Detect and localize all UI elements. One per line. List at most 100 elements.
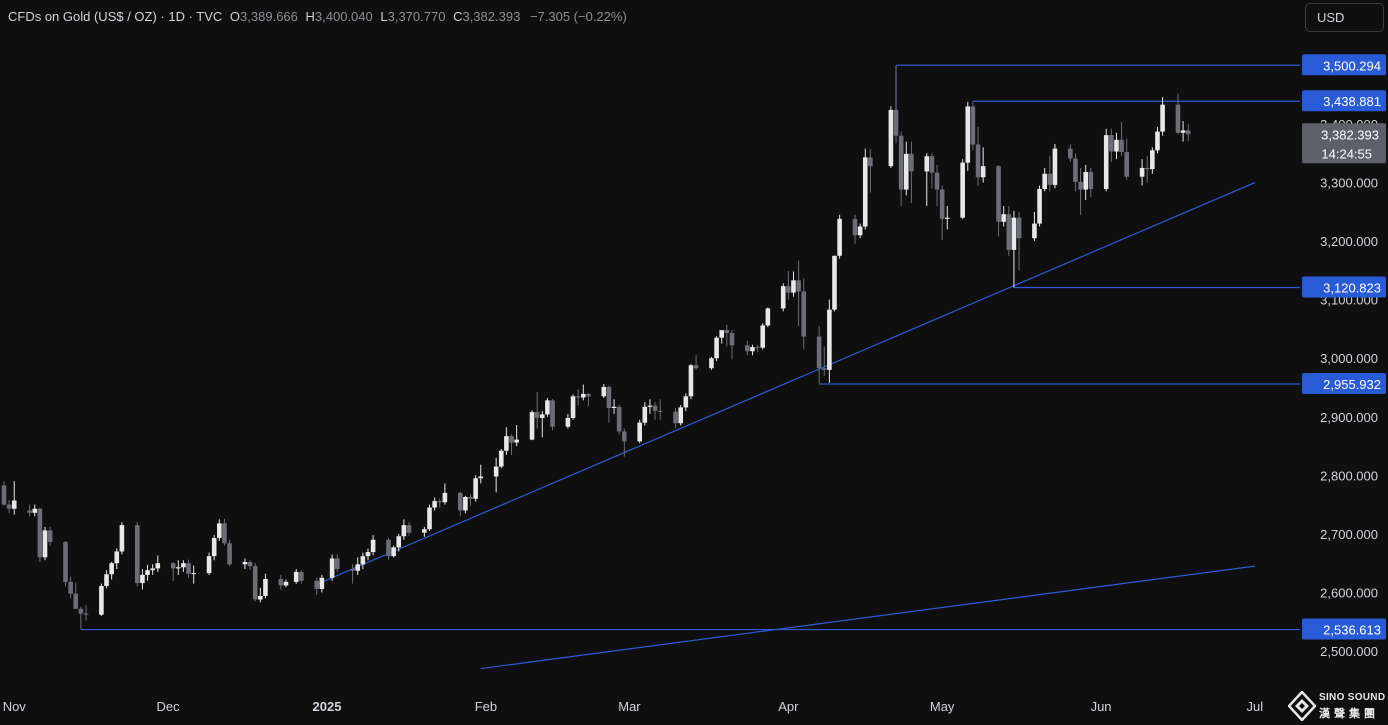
candle-body — [765, 308, 771, 326]
candle-body — [119, 525, 125, 552]
candle — [68, 576, 73, 599]
candle — [509, 434, 514, 455]
candle-body — [1185, 130, 1191, 135]
candle — [862, 148, 868, 230]
candle — [868, 149, 873, 193]
candle — [765, 307, 771, 328]
candle — [529, 410, 535, 441]
candle-body — [355, 564, 361, 571]
countdown-text: 14:24:55 — [1321, 146, 1372, 161]
candle-body — [278, 578, 284, 586]
price-label-bg — [1302, 373, 1386, 395]
candle — [1078, 167, 1083, 215]
candle — [37, 507, 43, 562]
x-tick-label: Mar — [618, 699, 641, 714]
candle-body — [924, 156, 930, 172]
candle — [791, 271, 796, 297]
candle — [673, 407, 678, 429]
candle-body — [745, 345, 750, 352]
candle-body — [473, 478, 478, 499]
candle-body — [893, 109, 899, 136]
candle-body — [263, 578, 268, 596]
candle — [1185, 123, 1191, 142]
candle-body — [6, 504, 12, 509]
candle — [1068, 144, 1073, 163]
low-label: L — [380, 9, 388, 24]
candle — [755, 344, 760, 353]
candle-body — [206, 556, 212, 574]
candle — [1037, 185, 1042, 227]
candle-body — [437, 501, 443, 503]
candle-body — [606, 386, 612, 408]
candle-body — [688, 365, 694, 397]
candle — [191, 565, 196, 584]
candle — [821, 346, 827, 376]
candle — [801, 278, 807, 350]
candle-body — [27, 510, 32, 513]
candle-body — [427, 507, 432, 530]
candle — [263, 573, 268, 599]
currency-button[interactable]: USD — [1305, 3, 1384, 32]
close-label: C — [453, 9, 463, 24]
candle-body — [370, 539, 376, 553]
candle-body — [252, 566, 258, 600]
candle-body — [360, 556, 366, 565]
candle-body — [186, 563, 191, 574]
candle-body — [683, 396, 689, 408]
candle-body — [1016, 217, 1022, 239]
symbol-title[interactable]: CFDs on Gold (US$ / OZ) · 1D · TVC — [8, 9, 223, 24]
candle-body — [760, 325, 766, 348]
candle — [1042, 167, 1047, 192]
candle — [478, 464, 484, 484]
candle-body — [837, 218, 842, 256]
candle-body — [1037, 188, 1042, 224]
candle — [437, 498, 443, 508]
candle-body — [227, 543, 232, 565]
candle — [1175, 93, 1181, 134]
candle-body — [1083, 172, 1088, 190]
candle — [247, 560, 253, 571]
candle — [965, 101, 971, 171]
time-axis[interactable]: Nov Dec 2025 Feb Mar Apr May Jun Jul — [3, 699, 1264, 714]
candle — [334, 554, 340, 572]
candle-body — [816, 336, 822, 369]
trend-line-2 — [480, 565, 1255, 670]
candle-body — [868, 157, 873, 167]
candle — [637, 419, 642, 444]
candle-body — [11, 500, 17, 509]
candle-body — [857, 226, 863, 236]
candle — [750, 344, 755, 356]
x-tick-label: Apr — [778, 699, 799, 714]
candle — [109, 561, 114, 580]
candle-body — [150, 568, 155, 571]
candle-body — [750, 347, 755, 352]
candle — [370, 535, 376, 555]
candle — [939, 185, 945, 240]
candle-body — [314, 580, 320, 589]
candle — [176, 560, 181, 575]
candle-body — [37, 508, 43, 558]
candle-body — [176, 567, 181, 569]
candle — [473, 475, 478, 502]
candle-body — [1088, 172, 1094, 189]
close-value: 3,382.393 — [462, 9, 521, 24]
candle-body — [422, 529, 427, 533]
open-label: O — [229, 9, 241, 24]
y-tick-label: 2,500.000 — [1320, 644, 1378, 659]
candle — [1047, 156, 1053, 192]
candle — [1150, 147, 1155, 174]
sino-sound-logo: SINO SOUND 漢聲集團 — [1286, 690, 1386, 724]
price-label-text: 2,536.613 — [1323, 623, 1381, 638]
candle — [78, 606, 84, 630]
price-label-bg — [1302, 618, 1386, 640]
candle — [550, 399, 555, 431]
y-tick-label: 3,300.000 — [1320, 176, 1378, 191]
candle — [606, 385, 612, 423]
candle — [1083, 164, 1088, 201]
candle-body — [73, 593, 79, 609]
candle — [611, 399, 617, 414]
candle — [514, 424, 519, 447]
candle — [442, 483, 448, 505]
candle — [360, 552, 366, 570]
